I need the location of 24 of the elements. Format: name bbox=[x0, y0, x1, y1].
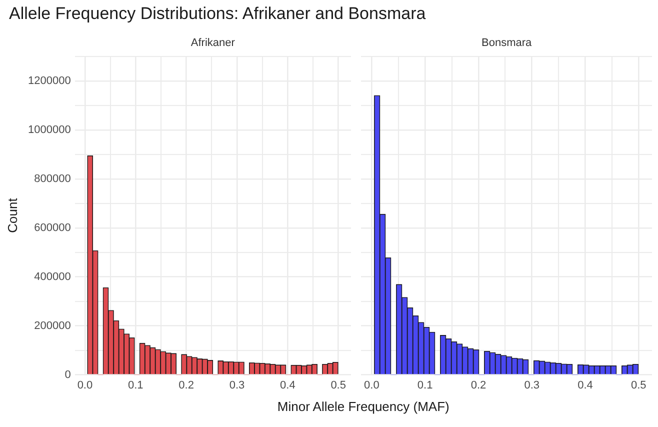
x-tick-label: 0.2 bbox=[178, 379, 194, 392]
x-tick-label: 0.3 bbox=[524, 379, 540, 392]
x-tick-label: 0.1 bbox=[128, 379, 144, 392]
chart-title: Allele Frequency Distributions: Afrikaner and Bonsmara bbox=[9, 4, 426, 24]
y-tick-label: 800000 bbox=[34, 173, 71, 186]
x-axis-title: Minor Allele Frequency (MAF) bbox=[277, 399, 450, 414]
y-tick-label: 600000 bbox=[34, 222, 71, 234]
x-tick-label: 0.3 bbox=[229, 379, 245, 392]
x-tick-label: 0.4 bbox=[578, 379, 593, 392]
y-tick-label: 0 bbox=[64, 368, 71, 381]
x-tick-label: 0.5 bbox=[631, 379, 646, 392]
x-tick-label: 0.0 bbox=[364, 379, 380, 392]
x-tick-label: 0.4 bbox=[280, 379, 296, 392]
x-tick-label: 0.1 bbox=[417, 379, 433, 392]
x-tick-label: 0.5 bbox=[330, 379, 346, 392]
chart-subtitle: Bonsmara bbox=[482, 37, 532, 49]
y-tick-label: 1200000 bbox=[28, 75, 71, 88]
y-axis-title: Count bbox=[4, 198, 20, 234]
y-tick-label: 200000 bbox=[34, 320, 71, 332]
x-tick-label: 0.2 bbox=[470, 379, 486, 392]
y-tick-label: 400000 bbox=[34, 270, 71, 283]
chart-subtitle: Afrikaner bbox=[190, 37, 235, 49]
x-tick-label: 0.0 bbox=[77, 379, 93, 392]
y-tick-label: 1000000 bbox=[28, 124, 71, 136]
